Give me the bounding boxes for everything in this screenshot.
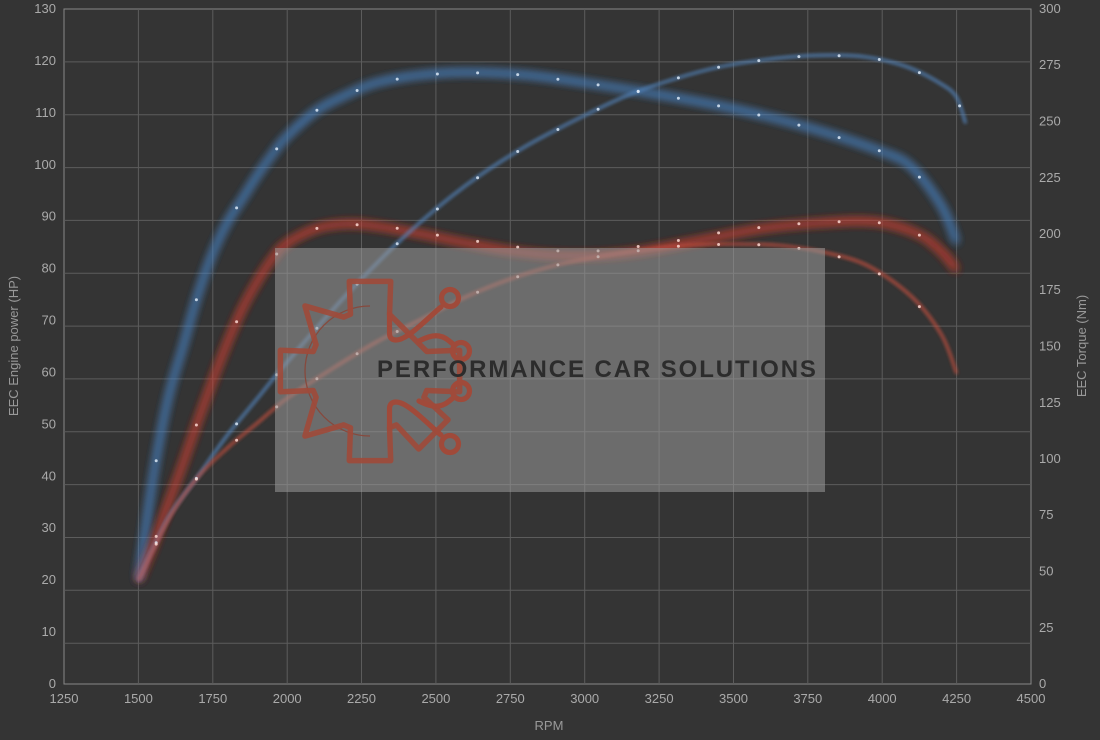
svg-text:50: 50 (1039, 564, 1053, 579)
svg-text:40: 40 (42, 468, 56, 483)
svg-text:RPM: RPM (535, 718, 564, 733)
svg-text:2750: 2750 (496, 691, 525, 706)
svg-text:1750: 1750 (198, 691, 227, 706)
svg-text:2000: 2000 (273, 691, 302, 706)
svg-text:3000: 3000 (570, 691, 599, 706)
svg-text:90: 90 (42, 209, 56, 224)
svg-text:4250: 4250 (942, 691, 971, 706)
svg-text:100: 100 (1039, 451, 1061, 466)
svg-text:200: 200 (1039, 226, 1061, 241)
svg-text:3250: 3250 (645, 691, 674, 706)
svg-text:225: 225 (1039, 170, 1061, 185)
svg-text:30: 30 (42, 520, 56, 535)
svg-text:80: 80 (42, 261, 56, 276)
svg-text:EEC Torque (Nm): EEC Torque (Nm) (1074, 295, 1089, 397)
svg-text:3750: 3750 (793, 691, 822, 706)
svg-text:2250: 2250 (347, 691, 376, 706)
svg-text:150: 150 (1039, 339, 1061, 354)
svg-text:1250: 1250 (50, 691, 79, 706)
svg-text:2500: 2500 (421, 691, 450, 706)
svg-text:25: 25 (1039, 620, 1053, 635)
svg-text:4500: 4500 (1017, 691, 1046, 706)
svg-text:130: 130 (34, 1, 56, 16)
svg-text:300: 300 (1039, 1, 1061, 16)
svg-text:100: 100 (34, 157, 56, 172)
svg-text:120: 120 (34, 53, 56, 68)
svg-text:60: 60 (42, 365, 56, 380)
svg-text:50: 50 (42, 416, 56, 431)
svg-text:PERFORMANCE CAR SOLUTIONS: PERFORMANCE CAR SOLUTIONS (377, 356, 818, 383)
svg-text:0: 0 (49, 676, 56, 691)
svg-text:1500: 1500 (124, 691, 153, 706)
svg-text:4000: 4000 (868, 691, 897, 706)
svg-text:10: 10 (42, 624, 56, 639)
svg-text:EEC Engine power (HP): EEC Engine power (HP) (6, 276, 21, 416)
svg-text:275: 275 (1039, 57, 1061, 72)
svg-text:3500: 3500 (719, 691, 748, 706)
svg-text:0: 0 (1039, 676, 1046, 691)
svg-text:110: 110 (35, 105, 56, 120)
svg-text:125: 125 (1039, 395, 1061, 410)
svg-text:70: 70 (42, 313, 56, 328)
svg-text:20: 20 (42, 572, 56, 587)
svg-text:250: 250 (1039, 114, 1061, 129)
svg-text:75: 75 (1039, 507, 1053, 522)
svg-text:175: 175 (1039, 282, 1061, 297)
